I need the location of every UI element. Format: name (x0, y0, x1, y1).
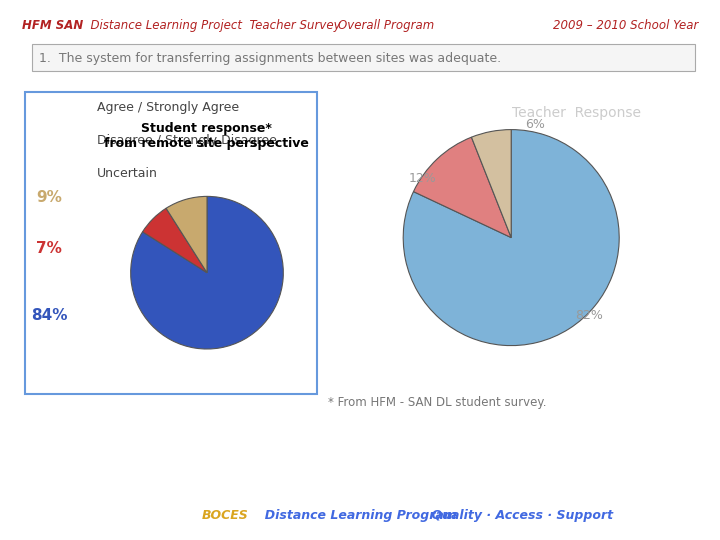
Text: BOCES: BOCES (202, 509, 248, 522)
Wedge shape (472, 130, 511, 238)
Wedge shape (131, 197, 283, 349)
Wedge shape (143, 208, 207, 273)
FancyBboxPatch shape (32, 44, 695, 71)
Text: 1.  The system for transferring assignments between sites was adequate.: 1. The system for transferring assignmen… (39, 51, 501, 65)
FancyBboxPatch shape (25, 92, 317, 394)
Text: 6%: 6% (525, 118, 545, 131)
Text: Distance Learning Program: Distance Learning Program (256, 509, 456, 522)
Wedge shape (403, 130, 619, 346)
Text: Distance Learning Project  Teacher Survey: Distance Learning Project Teacher Survey (83, 19, 341, 32)
Text: 2009 – 2010 School Year: 2009 – 2010 School Year (553, 19, 698, 32)
Text: Quality · Access · Support: Quality · Access · Support (414, 509, 613, 522)
Text: * From HFM - SAN DL student survey.: * From HFM - SAN DL student survey. (328, 396, 546, 409)
Text: 84%: 84% (31, 308, 67, 323)
Text: 12%: 12% (409, 172, 436, 185)
Text: Agree / Strongly Agree: Agree / Strongly Agree (97, 102, 239, 114)
Text: 82%: 82% (575, 309, 603, 322)
Text: Student response*
from remote site perspective: Student response* from remote site persp… (104, 122, 308, 150)
Text: Teacher  Response: Teacher Response (511, 106, 641, 120)
Text: HFM SAN: HFM SAN (22, 19, 83, 32)
Text: Uncertain: Uncertain (97, 167, 158, 180)
Text: Overall Program: Overall Program (338, 19, 435, 32)
Text: Disagree / Strongly Disagree: Disagree / Strongly Disagree (97, 134, 277, 147)
Text: 9%: 9% (36, 190, 62, 205)
Text: 7%: 7% (36, 241, 62, 256)
Wedge shape (166, 197, 207, 273)
Wedge shape (413, 137, 511, 238)
